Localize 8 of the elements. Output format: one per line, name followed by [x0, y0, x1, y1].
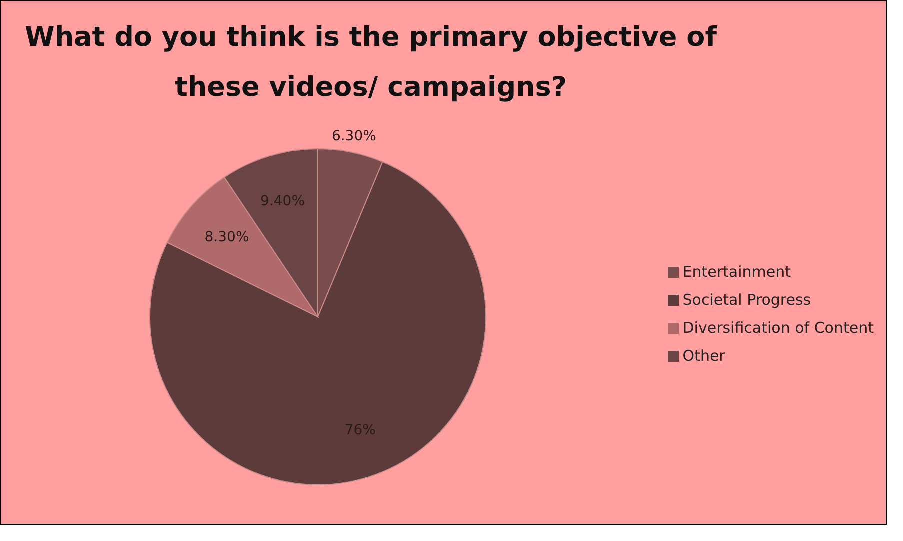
legend-label: Diversification of Content — [682, 319, 874, 337]
data-label: 6.30% — [332, 128, 376, 145]
legend-label: Entertainment — [682, 263, 791, 281]
data-label: 9.40% — [260, 193, 306, 210]
data-label: 8.30% — [204, 229, 250, 246]
legend-label: Other — [682, 347, 726, 365]
legend-label: Societal Progress — [682, 291, 812, 309]
chart-title: What do you think is the primary objective of these videos/ campaigns? — [24, 21, 718, 105]
